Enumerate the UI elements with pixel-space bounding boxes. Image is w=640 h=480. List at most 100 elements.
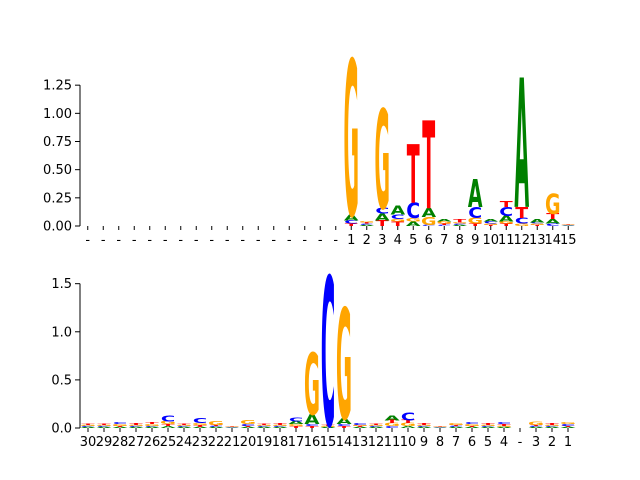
x-tick-label: 16 [304,435,321,450]
svg-text:T: T [469,223,483,227]
logo-letter-C: C [193,417,207,425]
svg-text:A: A [544,427,560,429]
logo-letter-C: C [273,426,287,428]
x-tick-label: 11 [384,435,401,450]
svg-text:G: G [128,425,144,427]
logo-letter-T: T [345,223,359,227]
svg-text:C: C [113,422,127,425]
logo-letter-T: T [561,426,575,428]
x-tick-label: 28 [112,435,129,450]
logo-letter-C: C [145,426,159,428]
svg-text:A: A [384,414,400,422]
x-tick-label: 21 [224,435,241,450]
logo-letter-G: G [208,421,224,427]
svg-text:C: C [209,426,223,428]
logo-letter-T: T [241,426,255,428]
svg-text:G: G [436,221,452,225]
x-tick-label: 24 [176,435,193,450]
logo-letter-A: A [368,427,384,429]
logo-letter-G: G [336,280,352,455]
svg-text:G: G [256,425,272,427]
logo-letter-C: C [321,236,335,474]
svg-text:T: T [161,424,175,427]
svg-text:C: C [344,220,358,225]
logo-letter-A: A [545,218,560,225]
svg-text:A: A [499,215,515,224]
x-tick-label: 25 [160,435,177,450]
logo-letter-G: G [544,425,560,427]
logo-letter-A: A [240,427,256,429]
logo-letter-C: C [241,424,255,427]
logo-letter-C: C [546,223,560,227]
logo-letter-G: G [240,420,256,426]
logo-letter-G: G [80,425,96,427]
logo-letter-T: T [193,425,207,428]
x-tick-label: - [132,233,137,248]
logo-letter-G: G [176,425,192,427]
logo-letter-T: T [433,426,447,427]
logo-letter-G: G [448,423,464,426]
svg-text:A: A [468,173,483,217]
svg-text:G: G [384,423,400,427]
svg-text:T: T [481,423,495,426]
svg-text:G: G [336,280,352,455]
logo-letter-A: A [288,421,303,425]
logo-letter-T: T [391,221,404,228]
svg-text:A: A [208,427,224,429]
logo-letter-C: C [437,225,451,227]
logo-letter-C: C [561,424,575,427]
svg-text:A: A [560,427,576,429]
svg-text:C: C [545,426,559,428]
svg-text:C: C [433,427,447,428]
logo-letter-G: G [480,425,496,427]
y-tick-label: 1.00 [43,107,72,122]
logo-letter-A: A [224,427,240,428]
logo-letter-A: A [496,427,512,429]
logo-letter-A: A [96,427,112,429]
logo-letter-T: T [531,225,545,227]
logo-letter-G: G [560,224,576,225]
logo-letter-C: C [97,426,111,428]
svg-text:A: A [448,427,464,429]
x-tick-label: 9 [420,435,428,450]
svg-text:G: G [80,425,96,427]
logo-letter-A: A [421,205,436,220]
svg-text:G: G [224,426,240,427]
x-tick-label: 12 [368,435,385,450]
bottom-logo-panel: 0.00.51.01.530 29 28 27 26 25 24 23 22 21 20 19 18 17… [51,236,576,474]
svg-text:T: T [417,423,431,426]
logo-letter-T: T [129,423,143,426]
logo-letter-G: G [545,188,561,221]
logo-letter-A: A [448,427,464,429]
svg-text:T: T [289,426,303,429]
logo-letter-A: A [464,427,480,429]
x-tick-label: - [225,233,230,248]
x-tick-label: 2 [363,233,371,248]
svg-text:A: A [390,203,405,218]
svg-text:C: C [241,424,255,427]
logo-letter-T: T [417,423,431,426]
logo-letter-T: T [562,224,576,225]
svg-text:G: G [352,425,368,427]
svg-text:C: C [391,214,405,221]
logo-letter-A: A [452,225,468,227]
x-tick-label: - [271,233,276,248]
svg-text:G: G [144,424,160,427]
svg-text:T: T [438,224,452,226]
x-tick-label: - [333,233,338,248]
svg-text:C: C [305,424,319,427]
x-tick-label: 17 [288,435,305,450]
logo-letter-G: G [421,215,437,228]
svg-text:G: G [343,18,359,266]
svg-text:T: T [369,424,383,426]
logo-letter-G: G [400,423,416,427]
svg-text:T: T [515,205,528,223]
svg-text:G: G [400,423,416,427]
logo-letter-T: T [438,224,452,226]
svg-text:C: C [449,426,463,428]
svg-text:C: C [225,427,239,428]
svg-text:A: A [514,42,529,249]
svg-text:C: C [530,222,544,224]
logo-letter-A: A [176,427,192,429]
